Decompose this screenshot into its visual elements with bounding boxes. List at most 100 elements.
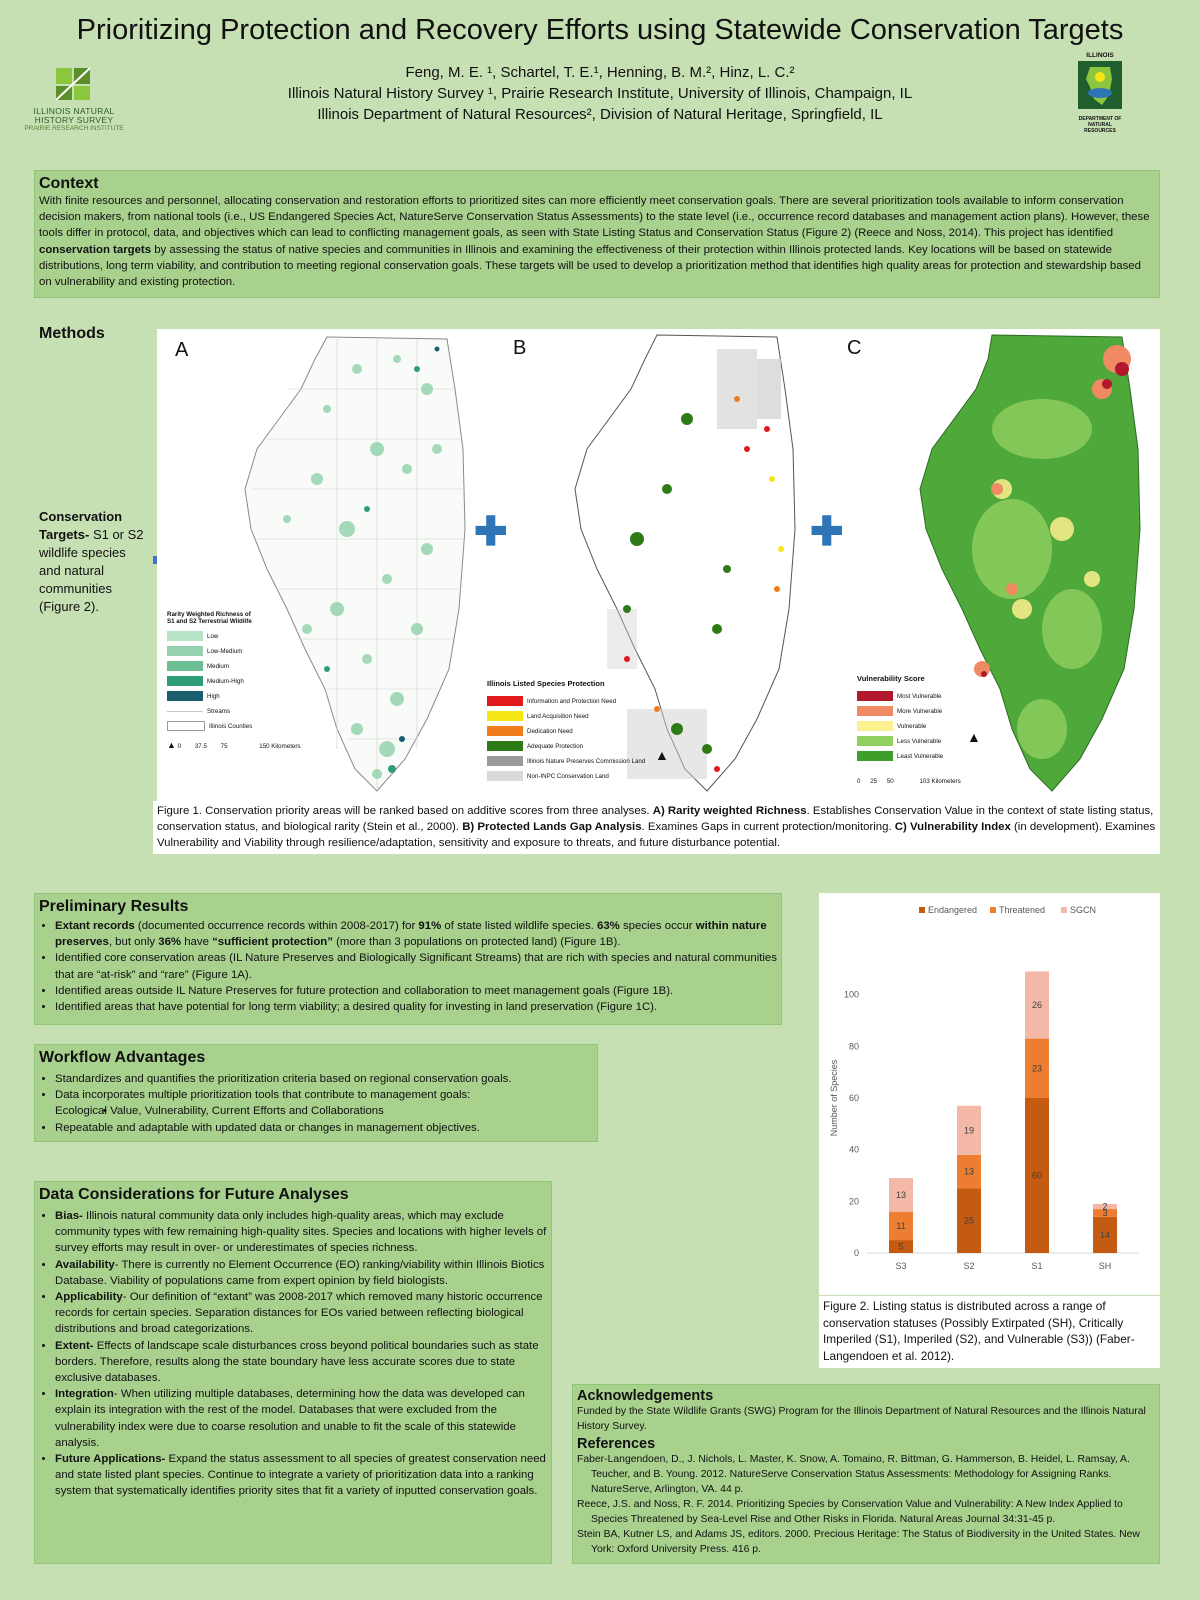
context-bold: conservation targets <box>39 243 152 256</box>
acknowledgements-text: Funded by the State Wildlife Grants (SWG… <box>577 1406 1146 1432</box>
bar-segment <box>889 1240 913 1253</box>
considerations-item-bias: Bias- Illinois natural community data on… <box>55 1208 547 1257</box>
conservation-targets-text: Conservation Targets- S1 or S2 wildlife … <box>39 508 144 616</box>
figure-2-chart: 0 20 40 60 80 100 Number of Species Endangered T… <box>819 893 1160 1295</box>
workflow-list: Standardizes and quantifies the prioriti… <box>39 1071 593 1136</box>
data-label: 60 <box>1032 1171 1042 1181</box>
inhs-logo-line3: PRAIRIE RESEARCH INSTITUTE <box>24 125 124 132</box>
results-item-4: Identified areas that have potential for… <box>55 999 777 1015</box>
legend-c: Vulnerability Score Most Vulnerable More … <box>857 674 961 785</box>
data-label: 26 <box>1032 1000 1042 1010</box>
legend-c-swatch <box>857 706 893 717</box>
bar-segment <box>1093 1216 1117 1253</box>
idnr-logo: ILLINOIS DEPARTMENT OF NATURAL RESOURCES <box>1076 52 1124 138</box>
context-body: With finite resources and personnel, all… <box>39 193 1155 290</box>
legend-a-label: Medium-High <box>207 678 244 685</box>
legend-a-label: High <box>207 693 220 700</box>
results-list: Extant records (documented occurrence re… <box>39 918 777 1015</box>
legend-a-label: Low-Medium <box>207 648 243 655</box>
scale-a-0: 0 <box>177 743 182 750</box>
legend-b-label: Information and Protection Need <box>527 698 617 705</box>
workflow-subitem: • Ecological Value, Vulnerability, Curren… <box>55 1105 384 1118</box>
bar-segment <box>1093 1209 1117 1217</box>
stacked-bar-chart: 0 20 40 60 80 100 Number of Species Endangered T… <box>829 905 1139 1271</box>
y-tick-label: 100 <box>844 990 859 1000</box>
y-tick-label: 40 <box>849 1145 859 1155</box>
x-tick-label: S3 <box>895 1261 906 1271</box>
workflow-heading: Workflow Advantages <box>39 1049 206 1066</box>
legend-a-swatch <box>167 691 203 702</box>
data-label: 2 <box>1102 1202 1107 1212</box>
considerations-item-applicability: Applicability- Our definition of “extant… <box>55 1289 547 1338</box>
legend-a-swatch <box>167 631 203 642</box>
legend-a-label: Streams <box>207 708 231 715</box>
x-tick-label: S2 <box>963 1261 974 1271</box>
references-heading: References <box>577 1436 656 1452</box>
data-label: 5 <box>898 1242 903 1252</box>
legend-a-swatch <box>167 661 203 672</box>
caption-b3: C) Vulnerability Index <box>894 821 1011 833</box>
legend-c-title: Vulnerability Score <box>857 674 925 683</box>
legend-a-item: Medium <box>167 659 301 674</box>
legend-swatch <box>990 907 996 913</box>
affiliation-1: Illinois Natural History Survey ¹, Prair… <box>287 85 913 102</box>
legend-b-item: Adequate Protection <box>487 739 645 754</box>
inhs-logo-line1: ILLINOIS NATURAL <box>33 106 115 116</box>
x-tick-label: SH <box>1099 1261 1112 1271</box>
x-tick-label: S1 <box>1031 1261 1042 1271</box>
idnr-logo-bottom1: DEPARTMENT OF <box>1078 116 1122 122</box>
map-c-vulnerability <box>919 334 1141 792</box>
scale-a-2: 75 <box>220 743 228 750</box>
map-a-rarity-richness <box>244 336 466 792</box>
legend-c-item: Less Vulnerable <box>857 734 961 749</box>
illinois-state-icon <box>1078 61 1122 109</box>
plus-icon-2: ✚ <box>810 510 844 554</box>
legend-b-swatch <box>487 711 523 722</box>
workflow-item-3: Repeatable and adaptable with updated da… <box>55 1120 593 1136</box>
workflow-item-1: Standardizes and quantifies the prioriti… <box>55 1071 593 1087</box>
reference-2: Reece, J.S. and Noss, R. F. 2014. Priori… <box>577 1499 1123 1525</box>
legend-c-swatch <box>857 751 893 762</box>
poster-title: Prioritizing Protection and Recovery Eff… <box>76 14 1124 46</box>
legend-c-item: Least Vulnerable <box>857 749 961 764</box>
data-label: 3 <box>1102 1208 1107 1218</box>
legend-b-label: Land Acquisition Need <box>527 713 589 720</box>
reference-1: Faber-Langendoen, D., J. Nichols, L. Mas… <box>577 1454 1130 1495</box>
data-label: 13 <box>964 1167 974 1177</box>
legend-a-label: Illinois Counties <box>209 723 253 730</box>
bar-segment <box>957 1105 981 1155</box>
data-label: 23 <box>1032 1063 1042 1073</box>
methods-heading: Methods <box>39 325 105 342</box>
legend-b-item: Non-INPC Conservation Land <box>487 769 645 784</box>
caption-b1: A) Rarity weighted Richness <box>652 805 807 817</box>
legend-c-label: Vulnerable <box>897 723 927 730</box>
caption-t3: . Examines Gaps in current protection/mo… <box>641 821 895 833</box>
legend-label: Endangered <box>928 905 977 915</box>
legend-c-label: Least Vulnerable <box>897 753 944 760</box>
bar-segment <box>889 1211 913 1241</box>
idnr-logo-bottom2: NATURAL <box>1088 122 1112 128</box>
legend-a-item: Low-Medium <box>167 644 301 659</box>
legend-a: Rarity Weighted Richness of S1 and S2 Te… <box>167 611 301 750</box>
legend-b-swatch <box>487 741 523 752</box>
context-text-2: by assessing the status of native specie… <box>39 243 1141 289</box>
legend-c-label: Most Vulnerable <box>897 693 942 700</box>
bar-segment <box>1025 1038 1049 1098</box>
y-axis-label: Number of Species <box>829 1059 839 1136</box>
inhs-logo-line2: HISTORY SURVEY <box>34 115 114 125</box>
context-text-1: With finite resources and personnel, all… <box>39 195 1150 240</box>
idnr-logo-top: ILLINOIS <box>1086 52 1114 59</box>
bar-segment <box>1025 971 1049 1039</box>
y-tick-label: 80 <box>849 1041 859 1051</box>
scale-a-3: 150 Kilometers <box>259 743 301 750</box>
context-panel: Context With finite resources and person… <box>34 170 1160 298</box>
legend-a-swatch <box>167 710 203 712</box>
y-tick-label: 0 <box>854 1248 859 1258</box>
legend-swatch <box>919 907 925 913</box>
legend-a-item: Medium-High <box>167 674 301 689</box>
map-label-b: B <box>513 337 527 359</box>
legend-a-item: Low <box>167 629 301 644</box>
acknowledgements-heading: Acknowledgements <box>577 1388 714 1404</box>
results-item-2: Identified core conservation areas (IL N… <box>55 950 777 982</box>
figure-2-caption: Figure 2. Listing status is distributed … <box>819 1296 1160 1368</box>
